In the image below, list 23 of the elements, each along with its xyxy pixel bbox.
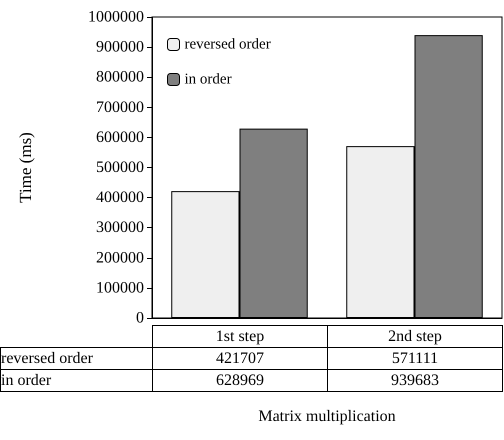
y-axis-title: Time (ms): [16, 132, 35, 203]
data-label: 421707: [152, 348, 328, 370]
y-tick-label: 700000: [96, 98, 144, 116]
y-tick-label: 400000: [96, 189, 144, 206]
legend-label: reversed order: [184, 36, 271, 52]
y-tick-label: 1000000: [88, 8, 144, 26]
x-tick-label: 1st step: [152, 326, 328, 348]
x-axis-title: Matrix multiplication: [257, 408, 397, 426]
y-tick-label: 800000: [96, 68, 144, 86]
data-label: 939683: [328, 370, 502, 392]
legend-label: in order: [184, 72, 232, 88]
text: reversed order: [1, 350, 93, 366]
text: in order: [1, 372, 52, 388]
y-tick-label: 300000: [96, 219, 144, 236]
x-tick-label: 2nd step: [328, 326, 502, 348]
y-tick-label: 500000: [96, 159, 144, 176]
y-tick-label: 900000: [96, 38, 144, 56]
data-label: 571111: [328, 348, 502, 370]
y-tick-label: 600000: [96, 128, 144, 146]
data-label: 628969: [152, 370, 328, 392]
y-tick-label: 0: [136, 310, 144, 326]
y-tick-label: 100000: [96, 279, 144, 296]
y-tick-label: 200000: [96, 249, 144, 266]
